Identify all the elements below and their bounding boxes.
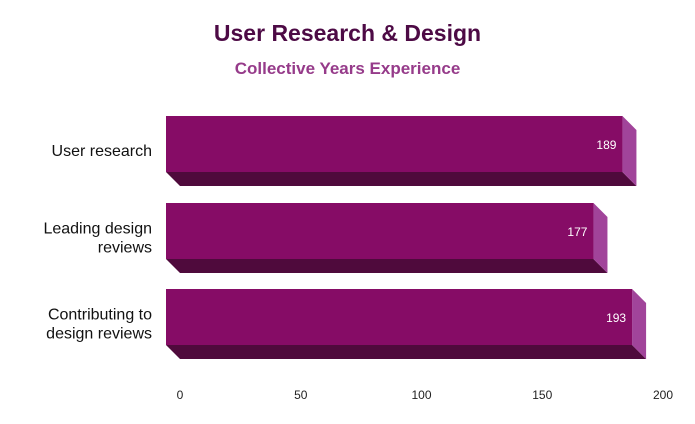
- bar: [166, 203, 594, 259]
- chart-subtitle: Collective Years Experience: [234, 59, 461, 78]
- bar-value-label: 177: [567, 225, 587, 239]
- bar-bottom-face: [166, 172, 637, 186]
- category-label: User research: [52, 143, 152, 160]
- x-tick-label: 100: [411, 388, 431, 402]
- bar-value-label: 189: [596, 138, 616, 152]
- x-tick-label: 0: [177, 388, 184, 402]
- category-label: Contributing to design reviews: [46, 307, 152, 343]
- x-tick-label: 150: [532, 388, 552, 402]
- bar-side-face: [593, 203, 608, 273]
- bar-bottom-face: [166, 259, 608, 273]
- bar-side-face: [632, 289, 647, 359]
- category-label: Leading design reviews: [43, 221, 152, 257]
- bar-side-face: [622, 116, 637, 186]
- x-tick-label: 200: [653, 388, 673, 402]
- bar: [166, 289, 633, 345]
- x-tick-label: 50: [294, 388, 308, 402]
- chart-title: User Research & Design: [213, 20, 482, 46]
- bar-value-label: 193: [606, 311, 626, 325]
- bar-bottom-face: [166, 345, 647, 359]
- bar: [166, 116, 623, 172]
